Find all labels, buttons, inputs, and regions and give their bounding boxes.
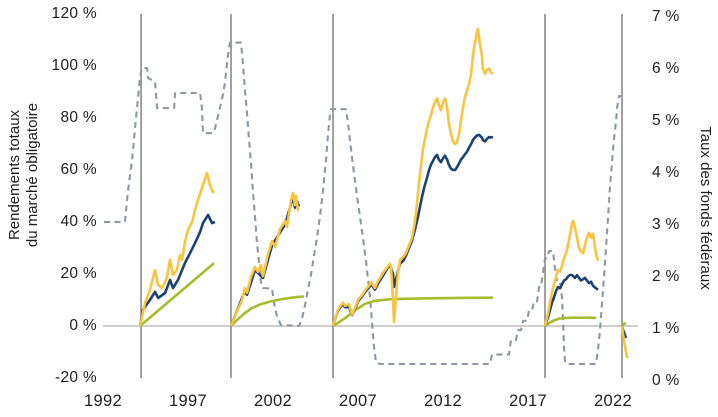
right-axis-tick-2: 2 % [652, 268, 680, 285]
left-axis-tick-20: 20 % [60, 265, 97, 282]
left-axis-tick-100: 100 % [51, 57, 97, 74]
cycle5-green-line [621, 321, 627, 326]
cycle2-yellow-line [229, 191, 300, 327]
left-axis-tick-40: 40 % [60, 213, 97, 230]
left-axis-tick-0: 0 % [69, 317, 97, 334]
x-axis-tick-2012: 2012 [424, 392, 462, 410]
x-axis-tick-2022: 2022 [594, 392, 632, 410]
cycle4-green-line [544, 316, 597, 328]
right-axis-title-text: Taux des fonds fédéraux [697, 126, 714, 290]
right-axis-title: Taux des fonds fédéraux [694, 83, 714, 333]
right-axis-tick-5: 5 % [652, 112, 680, 129]
left-axis-title-line2: du marché obligatoire [23, 102, 41, 248]
right-axis-tick-6: 6 % [652, 60, 680, 77]
cycle3-green-line [332, 296, 494, 328]
right-axis-tick-0: 0 % [652, 372, 680, 389]
cycle2-green-line [230, 295, 304, 327]
cycle5-yellow-line [620, 325, 629, 359]
x-axis-tick-1997: 1997 [169, 392, 207, 410]
left-axis-title-line1: Rendements totaux [6, 109, 23, 241]
left-axis-tick-120: 120 % [51, 5, 97, 22]
right-axis-tick-4: 4 % [652, 164, 680, 181]
right-axis-tick-1: 1 % [652, 320, 680, 337]
left-axis-tick-neg20: -20 % [55, 369, 97, 386]
right-axis-tick-7: 7 % [652, 8, 680, 25]
cycle1-green-line [139, 262, 215, 327]
x-axis-tick-2017: 2017 [509, 392, 547, 410]
cycle3-yellow-line [331, 27, 494, 327]
left-axis-tick-80: 80 % [60, 109, 97, 126]
x-axis-tick-1992: 1992 [84, 392, 122, 410]
cycle1-navy-line [138, 213, 216, 327]
fed-funds-rate-line [104, 41, 628, 366]
left-axis-tick-60: 60 % [60, 161, 97, 178]
right-axis-tick-3: 3 % [652, 216, 680, 233]
left-axis-title: Rendements totaux du marché obligatoire [6, 60, 42, 290]
cycle1-yellow-line [138, 171, 216, 327]
cycle4-yellow-line [543, 219, 600, 327]
x-axis-tick-2002: 2002 [254, 392, 292, 410]
cycle4-navy-line [543, 273, 599, 327]
x-axis-tick-2007: 2007 [339, 392, 377, 410]
